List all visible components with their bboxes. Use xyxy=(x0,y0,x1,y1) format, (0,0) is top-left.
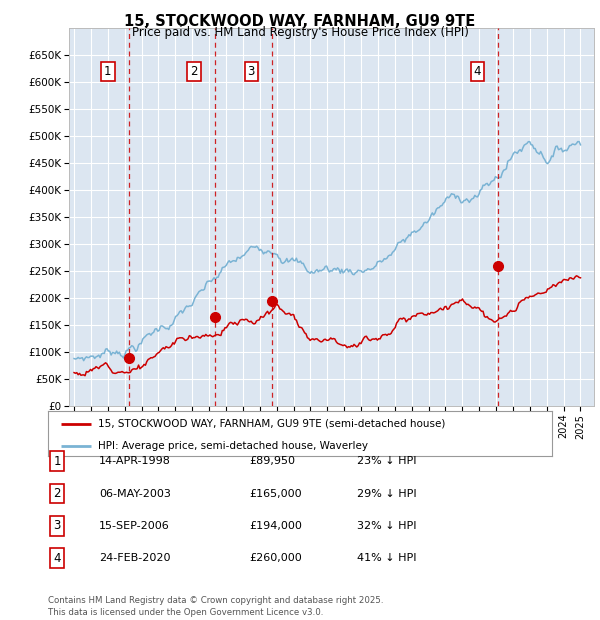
Text: £89,950: £89,950 xyxy=(249,456,295,466)
Text: 15, STOCKWOOD WAY, FARNHAM, GU9 9TE: 15, STOCKWOOD WAY, FARNHAM, GU9 9TE xyxy=(124,14,476,29)
Text: 1: 1 xyxy=(53,455,61,467)
Text: £260,000: £260,000 xyxy=(249,553,302,563)
Text: 3: 3 xyxy=(248,64,255,78)
Text: 2: 2 xyxy=(190,64,197,78)
Text: 15, STOCKWOOD WAY, FARNHAM, GU9 9TE (semi-detached house): 15, STOCKWOOD WAY, FARNHAM, GU9 9TE (sem… xyxy=(98,418,446,428)
Text: 41% ↓ HPI: 41% ↓ HPI xyxy=(357,553,416,563)
Text: 14-APR-1998: 14-APR-1998 xyxy=(99,456,171,466)
Text: 24-FEB-2020: 24-FEB-2020 xyxy=(99,553,170,563)
Text: Price paid vs. HM Land Registry's House Price Index (HPI): Price paid vs. HM Land Registry's House … xyxy=(131,26,469,39)
Text: 4: 4 xyxy=(53,552,61,564)
Text: £165,000: £165,000 xyxy=(249,489,302,498)
Text: 29% ↓ HPI: 29% ↓ HPI xyxy=(357,489,416,498)
Text: 1: 1 xyxy=(104,64,112,78)
Text: HPI: Average price, semi-detached house, Waverley: HPI: Average price, semi-detached house,… xyxy=(98,441,368,451)
Text: 15-SEP-2006: 15-SEP-2006 xyxy=(99,521,170,531)
Text: 06-MAY-2003: 06-MAY-2003 xyxy=(99,489,171,498)
Text: £194,000: £194,000 xyxy=(249,521,302,531)
Text: Contains HM Land Registry data © Crown copyright and database right 2025.
This d: Contains HM Land Registry data © Crown c… xyxy=(48,596,383,617)
Text: 3: 3 xyxy=(53,520,61,532)
Text: 32% ↓ HPI: 32% ↓ HPI xyxy=(357,521,416,531)
Text: 4: 4 xyxy=(474,64,481,78)
Text: 2: 2 xyxy=(53,487,61,500)
Text: 23% ↓ HPI: 23% ↓ HPI xyxy=(357,456,416,466)
